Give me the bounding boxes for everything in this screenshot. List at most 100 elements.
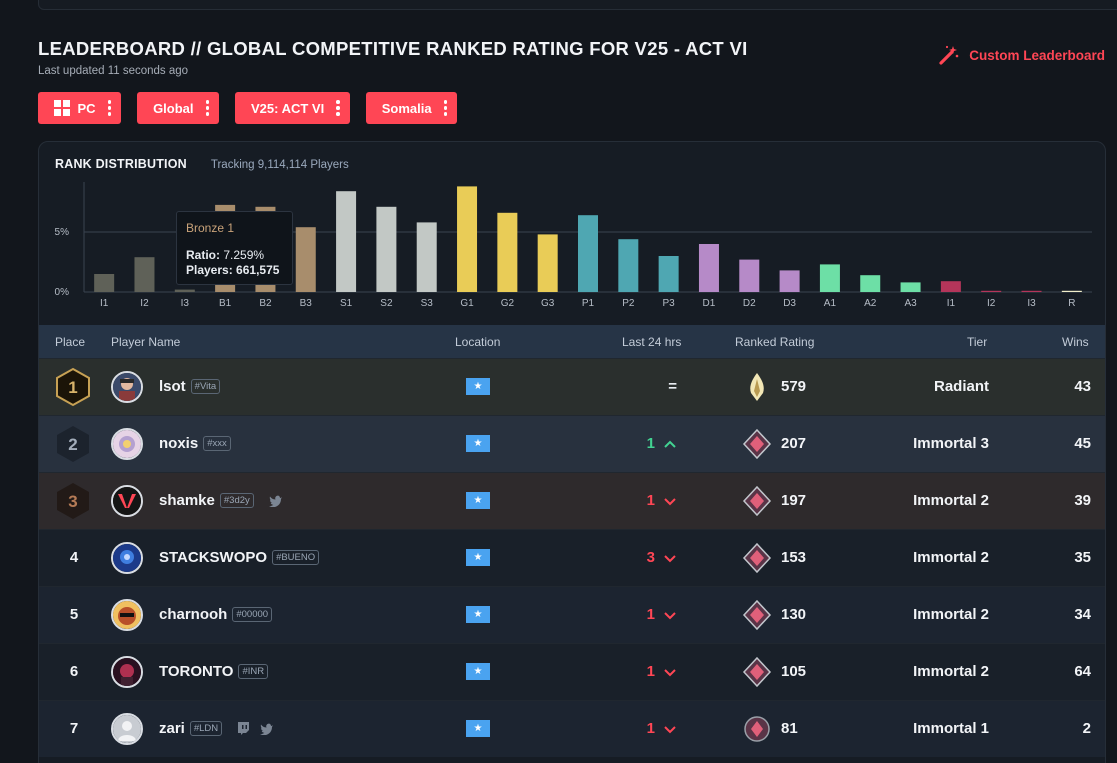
- custom-leaderboard-link[interactable]: Custom Leaderboard: [938, 44, 1105, 66]
- bar-p2-13[interactable]: [618, 239, 639, 292]
- somalia-flag-icon: ★: [466, 492, 490, 509]
- bar-d1-15[interactable]: [698, 244, 719, 292]
- twitter-icon[interactable]: [268, 495, 283, 507]
- table-row[interactable]: 5 charnooh #00000 ★ 1 130 Immortal 2 34: [39, 586, 1105, 643]
- avatar[interactable]: [111, 371, 143, 403]
- bar-g2-10[interactable]: [497, 212, 518, 292]
- rank-change: 1: [599, 720, 677, 737]
- filter-bar: PC Global V25: ACT VI Somalia: [38, 92, 458, 124]
- country-filter[interactable]: Somalia: [365, 92, 458, 124]
- chevron-down-icon: [664, 554, 676, 562]
- bar-g1-9[interactable]: [457, 186, 478, 292]
- bar-s3-8[interactable]: [416, 222, 437, 292]
- bar-a1-18[interactable]: [819, 264, 840, 292]
- bar-b3-5[interactable]: [295, 227, 316, 292]
- avatar[interactable]: [111, 656, 143, 688]
- chart-tooltip: Bronze 1 Ratio: 7.259% Players: 661,575: [176, 211, 293, 285]
- wins: 34: [1074, 606, 1091, 623]
- season-filter[interactable]: V25: ACT VI: [235, 92, 350, 124]
- bar-i2-22[interactable]: [981, 290, 1002, 292]
- chevron-down-icon: [664, 611, 676, 619]
- player-name[interactable]: noxis #xxx: [159, 435, 231, 452]
- col-wins[interactable]: Wins: [1062, 334, 1089, 349]
- x-tick-label: I2: [140, 298, 149, 309]
- more-options-icon: [205, 100, 210, 116]
- table-row[interactable]: 3 shamke #3d2y ★ 1 197 Immorta: [39, 472, 1105, 529]
- bar-s2-7[interactable]: [376, 206, 397, 292]
- player-name[interactable]: zari #LDN: [159, 720, 274, 737]
- platform-filter[interactable]: PC: [38, 92, 122, 124]
- avatar[interactable]: [111, 599, 143, 631]
- place-number: 4: [69, 549, 79, 566]
- bar-a2-19[interactable]: [860, 275, 881, 292]
- col-player[interactable]: Player Name: [111, 334, 181, 349]
- col-location[interactable]: Location: [455, 334, 501, 349]
- tier: Immortal 2: [913, 549, 989, 566]
- rank-change: 1: [599, 492, 677, 509]
- x-tick-label: G3: [541, 298, 555, 309]
- wins: 2: [1082, 720, 1091, 737]
- x-tick-label: R: [1068, 298, 1075, 309]
- col-last24[interactable]: Last 24 hrs: [622, 334, 682, 349]
- silver-place-badge-icon: 2: [57, 426, 89, 462]
- bar-r-24[interactable]: [1061, 290, 1082, 292]
- bar-i1-0[interactable]: [94, 274, 115, 292]
- col-rating[interactable]: Ranked Rating: [735, 334, 815, 349]
- bar-i2-1[interactable]: [134, 257, 155, 292]
- bar-g3-11[interactable]: [537, 234, 558, 292]
- bar-p3-14[interactable]: [658, 256, 679, 292]
- bar-p1-12[interactable]: [578, 215, 598, 292]
- col-tier[interactable]: Tier: [967, 334, 988, 349]
- x-tick-label: B2: [259, 298, 272, 309]
- chevron-up-icon: [664, 440, 676, 448]
- bar-i3-23[interactable]: [1021, 290, 1042, 292]
- ranked-rating: 579: [781, 378, 807, 395]
- player-name[interactable]: lsot #Vita: [159, 378, 221, 395]
- table-row[interactable]: 7 zari #LDN ★ 1 81 Immorta: [39, 700, 1105, 757]
- ranked-rating: 153: [781, 549, 807, 566]
- last-updated: Last updated 11 seconds ago: [38, 65, 189, 77]
- ranked-rating: 105: [781, 663, 807, 680]
- player-name[interactable]: shamke #3d2y: [159, 492, 283, 509]
- rank-change: 3: [599, 549, 677, 566]
- avatar[interactable]: [111, 485, 143, 517]
- avatar[interactable]: [111, 713, 143, 745]
- social-links: [268, 495, 283, 507]
- x-tick-label: I1: [947, 298, 956, 309]
- bar-a3-20[interactable]: [900, 282, 921, 292]
- leaderboard-table: Place Player Name Location Last 24 hrs R…: [39, 325, 1105, 757]
- bar-d3-17[interactable]: [779, 270, 800, 292]
- avatar[interactable]: [111, 428, 143, 460]
- more-options-icon: [107, 100, 112, 116]
- twitter-icon[interactable]: [260, 723, 274, 735]
- x-tick-label: D2: [743, 298, 756, 309]
- table-row[interactable]: 4 STACKSWOPO #BUENO ★ 3 153 Immortal 2 3…: [39, 529, 1105, 586]
- bar-i3-2[interactable]: [174, 289, 195, 292]
- rank-change: 1: [599, 435, 677, 452]
- avatar[interactable]: [111, 542, 143, 574]
- table-row[interactable]: 1 lsot #Vita ★ = 579 Radiant 43: [39, 358, 1105, 415]
- bar-i1-21[interactable]: [940, 281, 961, 292]
- table-row[interactable]: 2 noxis #xxx ★ 1 207 Immortal 3 45: [39, 415, 1105, 472]
- table-row[interactable]: 6 TORONTO #INR ★ 1 105 Immortal 2 64: [39, 643, 1105, 700]
- col-place[interactable]: Place: [55, 334, 86, 349]
- distribution-subtitle: Tracking 9,114,114 Players: [210, 159, 349, 171]
- twitch-icon[interactable]: [237, 722, 250, 735]
- tier: Radiant: [933, 378, 989, 395]
- x-tick-label: S2: [380, 298, 393, 309]
- region-filter[interactable]: Global: [137, 92, 220, 124]
- x-tick-label: B3: [300, 298, 313, 309]
- x-tick-label: A2: [864, 298, 877, 309]
- wins: 39: [1074, 492, 1091, 509]
- player-name[interactable]: TORONTO #INR: [159, 663, 269, 680]
- rank-change: =: [668, 378, 677, 395]
- rank-change: 1: [599, 606, 677, 623]
- player-tag: #BUENO: [272, 550, 320, 565]
- player-name[interactable]: charnooh #00000: [159, 606, 273, 623]
- social-links: [237, 722, 274, 735]
- more-options-icon: [443, 100, 448, 116]
- bar-d2-16[interactable]: [739, 259, 760, 292]
- bar-s1-6[interactable]: [336, 191, 357, 292]
- place-number: 6: [69, 663, 79, 680]
- player-name[interactable]: STACKSWOPO #BUENO: [159, 549, 320, 566]
